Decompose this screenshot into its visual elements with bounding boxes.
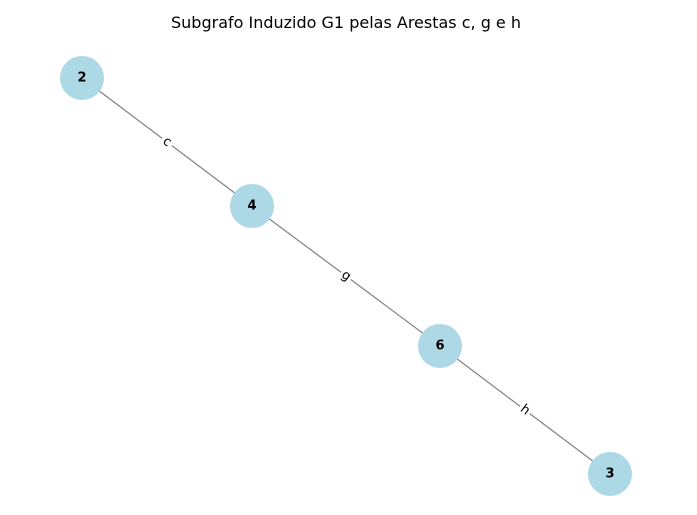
node-circle bbox=[418, 324, 462, 368]
edge-label-h: h bbox=[515, 400, 535, 420]
node-label: 4 bbox=[247, 199, 256, 214]
node-3: 3 bbox=[588, 452, 632, 496]
edge-labels-layer: c g h bbox=[157, 132, 535, 420]
node-circle bbox=[588, 452, 632, 496]
node-circle bbox=[60, 56, 104, 100]
edge-label-background bbox=[336, 266, 356, 286]
nodes-layer: 2 4 6 3 bbox=[60, 56, 632, 496]
node-2: 2 bbox=[60, 56, 104, 100]
graph-title: Subgrafo Induzido G1 pelas Arestas c, g … bbox=[171, 13, 521, 32]
edge-label-background bbox=[157, 132, 177, 152]
node-label: 6 bbox=[435, 339, 444, 354]
node-4: 4 bbox=[230, 184, 274, 228]
edge-label-c: c bbox=[157, 132, 177, 152]
edge-label-background bbox=[515, 400, 535, 420]
node-label: 3 bbox=[605, 467, 614, 482]
node-label: 2 bbox=[77, 71, 86, 86]
node-6: 6 bbox=[418, 324, 462, 368]
edge-label-g: g bbox=[336, 266, 356, 286]
node-circle bbox=[230, 184, 274, 228]
